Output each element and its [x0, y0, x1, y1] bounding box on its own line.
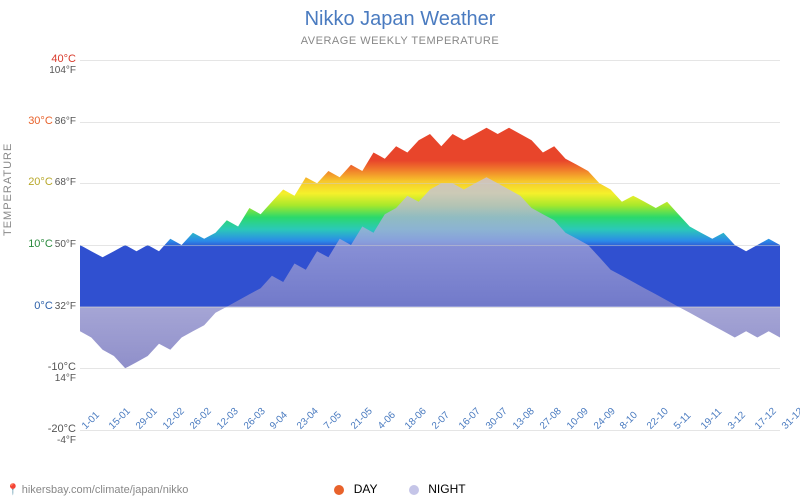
gridline	[80, 368, 780, 369]
source-attribution: 📍hikersbay.com/climate/japan/nikko	[6, 483, 188, 496]
ytick-label: 40°C104°F	[28, 54, 76, 76]
gridline	[80, 245, 780, 246]
ytick-label: -10°C14°F	[28, 362, 76, 384]
gridline	[80, 122, 780, 123]
source-text: hikersbay.com/climate/japan/nikko	[22, 484, 189, 496]
xtick-label: 31-12	[780, 406, 800, 432]
ytick-label: -20°C-4°F	[28, 424, 76, 446]
gridline	[80, 307, 780, 308]
chart-plot-area: 1-0115-0129-0112-0226-0212-0326-039-0423…	[80, 60, 780, 430]
gridline	[80, 60, 780, 61]
ytick-label: 20°C68°F	[28, 177, 76, 188]
ytick-label: 30°C86°F	[28, 116, 76, 127]
gridline	[80, 430, 780, 431]
ytick-label: 0°C32°F	[28, 301, 76, 312]
page-title: Nikko Japan Weather	[0, 0, 800, 31]
map-pin-icon: 📍	[6, 483, 20, 496]
legend-night: NIGHT	[409, 482, 466, 496]
legend-night-label: NIGHT	[428, 482, 465, 496]
legend-night-dot	[409, 485, 419, 495]
gridline	[80, 183, 780, 184]
legend-day: DAY	[334, 482, 377, 496]
legend-day-label: DAY	[354, 482, 378, 496]
ytick-label: 10°C50°F	[28, 239, 76, 250]
yaxis-label: TEMPERATURE	[2, 143, 14, 236]
chart-subtitle: AVERAGE WEEKLY TEMPERATURE	[0, 31, 800, 47]
legend-day-dot	[334, 485, 344, 495]
